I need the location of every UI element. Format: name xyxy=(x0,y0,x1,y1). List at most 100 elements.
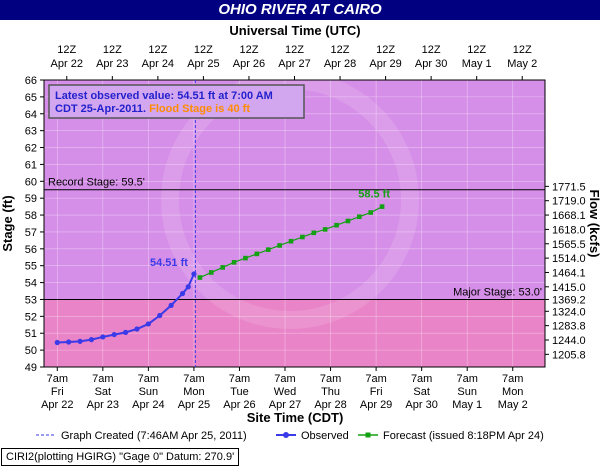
y-tick-label: 52 xyxy=(25,311,37,323)
observed-point xyxy=(123,329,129,335)
bottom-tick-date: Apr 24 xyxy=(132,399,164,411)
top-tick-date: Apr 29 xyxy=(369,58,401,70)
top-tick-date: Apr 26 xyxy=(233,58,265,70)
top-tick-hour: 12Z xyxy=(148,44,167,56)
forecast-point xyxy=(357,214,362,220)
bottom-tick-time: 7am xyxy=(320,373,341,385)
bottom-tick-date: Apr 23 xyxy=(87,399,119,411)
forecast-point xyxy=(254,251,260,257)
forecast-point xyxy=(265,247,271,252)
top-tick-date: Apr 22 xyxy=(51,58,83,70)
observed-point xyxy=(179,290,186,297)
bottom-tick-date: Apr 29 xyxy=(360,399,392,411)
flow-tick-label: 1369.2 xyxy=(552,294,586,306)
observed-point xyxy=(77,338,83,344)
y-tick-label: 53 xyxy=(25,294,37,306)
y-tick-label: 63 xyxy=(25,126,37,138)
bottom-tick-day: Sat xyxy=(95,386,112,398)
forecast-point xyxy=(345,218,351,224)
y-tick-label: 64 xyxy=(25,109,37,121)
forecast-point xyxy=(220,265,225,270)
observed-point xyxy=(145,321,151,327)
y-tick-label: 57 xyxy=(25,227,37,239)
bottom-tick-time: 7am xyxy=(456,373,477,385)
bottom-tick-date: Apr 27 xyxy=(269,399,301,411)
top-tick-hour: 12Z xyxy=(513,44,532,56)
bottom-tick-date: May 2 xyxy=(498,399,528,411)
bottom-tick-date: Apr 25 xyxy=(178,399,210,411)
top-tick-date: Apr 23 xyxy=(96,58,128,70)
observed-point xyxy=(157,312,163,319)
observed-point xyxy=(185,284,191,290)
top-tick-date: Apr 27 xyxy=(278,58,310,70)
info-flood-stage: Flood Stage is 40 ft xyxy=(149,103,250,115)
observed-point xyxy=(134,326,140,332)
y-tick-label: 61 xyxy=(25,159,37,171)
legend-forecast-label: Forecast (issued 8:18PM Apr 24) xyxy=(383,430,544,442)
bottom-tick-day: Fri xyxy=(51,386,64,398)
bottom-tick-date: Apr 30 xyxy=(405,399,437,411)
info-date: CDT 25-Apr-2011. xyxy=(55,103,149,115)
top-axis-title: Universal Time (UTC) xyxy=(229,23,360,38)
flow-tick-label: 1415.0 xyxy=(552,282,586,294)
forecast-point xyxy=(311,230,317,236)
bottom-tick-time: 7am xyxy=(229,373,250,385)
flow-tick-label: 1464.1 xyxy=(552,267,586,279)
forecast-point xyxy=(334,222,339,228)
bottom-tick-day: Sun xyxy=(457,386,477,398)
bottom-tick-day: Mon xyxy=(502,386,523,398)
y-tick-label: 49 xyxy=(25,362,37,374)
flow-tick-label: 1244.0 xyxy=(552,335,586,347)
left-axis-title: Stage (ft) xyxy=(0,195,15,251)
forecast-point xyxy=(322,227,328,232)
bottom-tick-time: 7am xyxy=(47,373,68,385)
bottom-tick-time: 7am xyxy=(183,373,204,385)
bottom-tick-time: 7am xyxy=(502,373,523,385)
forecast-point xyxy=(231,260,237,265)
top-tick-hour: 12Z xyxy=(194,44,213,56)
bottom-tick-day: Thu xyxy=(321,386,340,398)
top-tick-hour: 12Z xyxy=(285,44,304,56)
bottom-tick-day: Mon xyxy=(183,386,204,398)
flow-tick-label: 1618.0 xyxy=(552,224,586,236)
major-stage-label: Major Stage: 53.0' xyxy=(453,286,542,298)
record-stage-label: Record Stage: 59.5' xyxy=(48,177,145,189)
observed-point xyxy=(88,337,95,343)
observed-label: 54.51 ft xyxy=(150,257,188,269)
flow-tick-label: 1771.5 xyxy=(552,181,586,193)
forecast-point xyxy=(288,238,294,244)
observed-point xyxy=(100,334,106,340)
bottom-tick-day: Sat xyxy=(413,386,430,398)
info-line1: Latest observed value: 54.51 ft at 7:00 … xyxy=(55,90,273,102)
top-tick-date: May 1 xyxy=(462,58,492,70)
bottom-tick-date: Apr 28 xyxy=(314,399,346,411)
observed-point xyxy=(168,302,174,308)
legend-forecast-marker xyxy=(365,432,371,438)
forecast-point xyxy=(379,204,385,209)
y-tick-label: 55 xyxy=(25,261,37,273)
flow-tick-label: 1205.8 xyxy=(552,349,586,361)
bottom-tick-day: Wed xyxy=(274,386,296,398)
y-tick-label: 62 xyxy=(25,143,37,155)
top-tick-hour: 12Z xyxy=(103,44,122,56)
flow-tick-label: 1514.0 xyxy=(552,253,586,265)
top-tick-hour: 12Z xyxy=(422,44,441,56)
title-bar xyxy=(0,0,600,20)
forecast-point xyxy=(368,210,374,215)
bottom-tick-day: Tue xyxy=(230,386,249,398)
legend-observed-label: Observed xyxy=(301,430,349,442)
info-box xyxy=(48,84,305,119)
top-tick-date: Apr 28 xyxy=(324,58,356,70)
flow-tick-label: 1719.0 xyxy=(552,196,586,208)
flow-tick-label: 1668.1 xyxy=(552,210,586,222)
flow-tick-label: 1283.8 xyxy=(552,321,586,333)
bottom-tick-date: Apr 26 xyxy=(223,399,255,411)
bottom-tick-time: 7am xyxy=(138,373,159,385)
forecast-point xyxy=(300,234,305,240)
top-tick-hour: 12Z xyxy=(57,44,76,56)
top-tick-hour: 12Z xyxy=(239,44,258,56)
forecast-point xyxy=(277,243,282,248)
top-tick-date: Apr 24 xyxy=(142,58,174,70)
top-tick-date: Apr 30 xyxy=(415,58,447,70)
